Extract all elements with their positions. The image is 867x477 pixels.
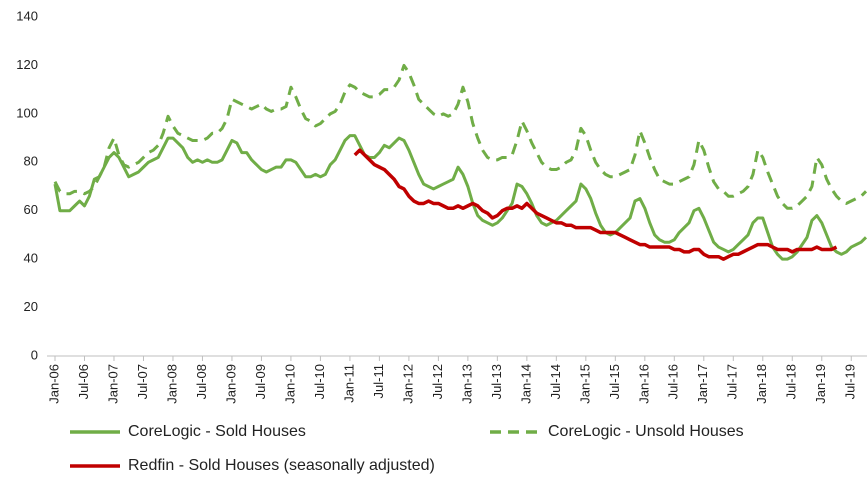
x-tick-label: Jan-18 (754, 364, 769, 404)
series-line (53, 63, 867, 210)
x-tick-label: Jul-12 (430, 364, 445, 399)
x-tick-label: Jul-06 (76, 364, 91, 399)
y-tick-label: 120 (16, 57, 38, 72)
x-tick-label: Jan-12 (400, 364, 415, 404)
x-tick-label: Jan-06 (46, 364, 61, 404)
x-tick-label: Jan-16 (636, 364, 651, 404)
y-tick-label: 140 (16, 8, 38, 23)
x-tick-label: Jul-11 (371, 364, 386, 398)
legend-label: CoreLogic - Sold Houses (128, 423, 306, 440)
y-tick-label: 100 (16, 105, 38, 120)
x-tick-label: Jan-19 (813, 364, 828, 404)
y-tick-label: 40 (24, 251, 38, 266)
x-tick-label: Jul-13 (489, 364, 504, 399)
x-tick-label: Jul-08 (194, 364, 209, 399)
x-tick-label: Jan-11 (341, 364, 356, 403)
x-tick-label: Jul-19 (843, 364, 858, 399)
x-tick-label: Jul-07 (135, 364, 150, 399)
y-tick-label: 60 (24, 202, 38, 217)
x-tick-label: Jan-07 (105, 364, 120, 404)
x-tick-label: Jul-16 (666, 364, 681, 399)
legend-label: Redfin - Sold Houses (seasonally adjuste… (128, 457, 435, 474)
series-line (353, 148, 838, 261)
x-tick-label: Jul-14 (548, 364, 563, 399)
y-tick-label: 0 (31, 347, 38, 362)
x-tick-label: Jan-14 (518, 364, 533, 404)
x-tick-label: Jan-17 (695, 364, 710, 404)
x-tick-label: Jan-09 (223, 364, 238, 404)
x-tick-label: Jan-10 (282, 364, 297, 404)
x-tick-label: Jul-15 (607, 364, 622, 399)
x-tick-label: Jul-10 (312, 364, 327, 399)
x-tick-label: Jan-08 (164, 364, 179, 404)
x-tick-label: Jan-13 (459, 364, 474, 404)
x-tick-label: Jul-09 (253, 364, 268, 399)
x-tick-label: Jul-18 (784, 364, 799, 399)
legend-label: CoreLogic - Unsold Houses (548, 423, 744, 440)
x-tick-label: Jan-15 (577, 364, 592, 404)
y-tick-label: 80 (24, 154, 38, 169)
legend: CoreLogic - Sold Houses CoreLogic - Unsol… (70, 423, 744, 474)
x-tick-label: Jul-17 (725, 364, 740, 399)
series-line (53, 134, 867, 261)
y-tick-label: 20 (24, 299, 38, 314)
